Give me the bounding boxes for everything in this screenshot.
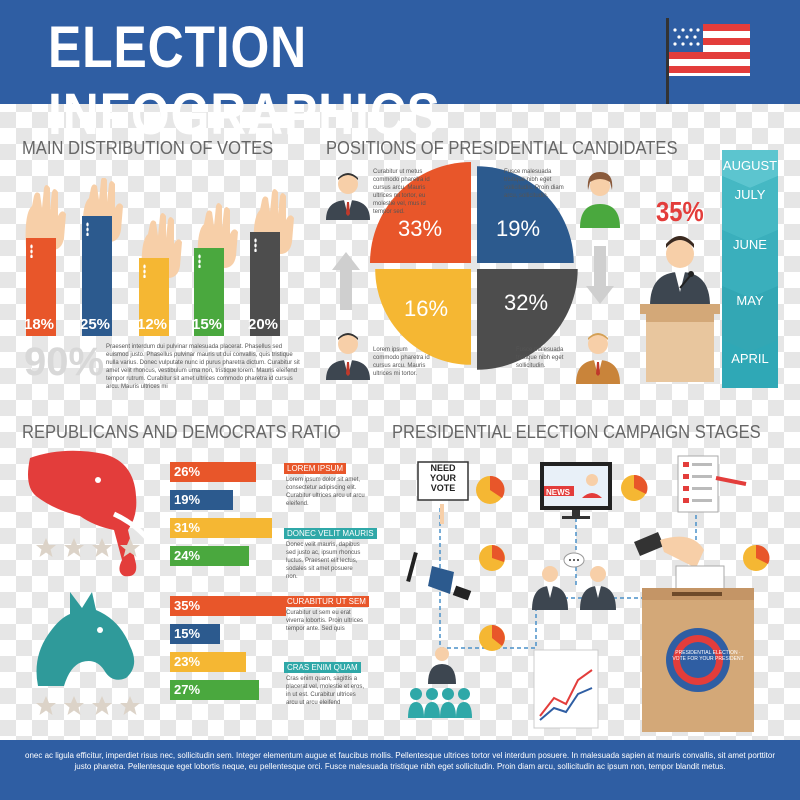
ratio-tag-title: CRAS ENIM QUAM (284, 662, 361, 673)
vote-sign-icon (417, 461, 469, 524)
stage-pie-icon (479, 625, 505, 651)
arrow-up-icon (332, 252, 360, 310)
donkey-stars (36, 696, 140, 715)
candidates-pie-chart: 33% 19% 32% 16% (326, 162, 620, 384)
timeline-month: AUGUST (722, 158, 778, 173)
vote-bar-label: 12% (137, 316, 168, 333)
votes-total: 90% (24, 340, 105, 384)
speaker-podium (640, 236, 720, 382)
crowd-icon (408, 647, 472, 718)
timeline-month: APRIL (731, 351, 769, 366)
candidate-icon (326, 173, 370, 220)
header-bar: ELECTION INFOGRAPHICS (0, 0, 800, 147)
ratio-tag-title: DONEC VELIT MAURIS (284, 528, 377, 539)
ratio-bar: 24% (170, 546, 250, 566)
hand-icon (25, 185, 67, 250)
speech-bubble-icon (563, 552, 585, 568)
candidate-icon (326, 333, 370, 380)
pie-slice-label: 16% (404, 296, 448, 321)
ratio-bar: 31% (170, 518, 273, 538)
ratio-bar: 27% (170, 680, 260, 700)
page-title: ELECTION INFOGRAPHICS (48, 15, 441, 147)
ratio-tag-text: Lorem ipsum dolor sit amet, consectetur … (286, 477, 365, 507)
vote-bar (139, 257, 169, 336)
stages-section-title: PRESIDENTIAL ELECTION CAMPAIGN STAGES (392, 422, 761, 442)
vote-bar (250, 232, 280, 336)
pie-slice-label: 33% (398, 216, 442, 241)
candidate-icon (576, 333, 620, 384)
pie-slice (477, 166, 574, 263)
positions-section-title: POSITIONS OF PRESIDENTIAL CANDIDATES (326, 138, 678, 158)
donkey-icon (36, 592, 135, 686)
votes-description: Praesent interdum dui pulvinar malesuada… (106, 344, 300, 390)
megaphone-icon (406, 551, 472, 601)
elephant-stars (36, 538, 140, 557)
stage-pie-icon (476, 475, 505, 504)
voting-hand-icon (634, 532, 725, 591)
ballot-box-icon (642, 588, 754, 732)
stage-pie-icon (621, 474, 648, 501)
pie-slice (370, 162, 471, 263)
pie-note-a: Curabitur ut metus commodo pharetra id c… (373, 169, 430, 215)
ratio-tag-text: Cras enim quam, sagittis a placerat vel,… (286, 676, 365, 706)
news-label: NEWS (546, 488, 570, 497)
arrow-down-icon (586, 246, 614, 304)
ratio-tag-title: CURABITUR UT SEM (284, 596, 369, 607)
ratio-bar: 23% (170, 652, 246, 672)
ratio-tag-title: LOREM IPSUM (284, 463, 347, 474)
pie-slice (375, 269, 471, 365)
ratio-tag-text: Curabitur ut sem eu erat viverra loborti… (286, 610, 364, 632)
ratio-section-title: REPUBLICANS AND DEMOCRATS RATIO (22, 422, 341, 442)
pie-note-b: Fusce malesuada tristique nibh eget soll… (504, 169, 564, 199)
pie-slice-label: 32% (504, 290, 548, 315)
pie-slice-label: 19% (496, 216, 540, 241)
vote-bar (194, 248, 224, 336)
ratio-bar: 19% (170, 490, 233, 510)
votes-section-title: MAIN DISTRIBUTION OF VOTES (22, 138, 274, 158)
elephant-icon (28, 450, 152, 577)
vote-bar-label: 18% (24, 316, 55, 333)
growth-chart-icon (533, 649, 599, 729)
vote-sign-text: NEED YOUR VOTE (429, 463, 456, 493)
candidate-icon (580, 172, 620, 228)
campaign-stages-diagram (406, 455, 770, 732)
seal-text: PRESIDENTIAL ELECTION · VOTE FOR YOUR PR… (672, 650, 744, 662)
vote-bar-label: 20% (248, 316, 279, 333)
footer-text: onec ac ligula efficitur, imperdiet risu… (25, 751, 775, 771)
candidate-icon (532, 566, 568, 610)
ballot-checklist-icon (677, 455, 747, 513)
ratio-bar: 35% (170, 596, 286, 616)
pie-note-c: Lorem ipsum commodo pharetra id cursus a… (373, 347, 430, 377)
tv-news-icon (540, 462, 612, 519)
ratio-bar: 15% (170, 624, 220, 644)
vote-bar-label: 25% (80, 316, 111, 333)
ratio-tag-text: Donec velit mauris, dapibus sed justo ac… (286, 542, 361, 580)
speaker-icon (650, 236, 710, 306)
stage-pie-icon (479, 545, 505, 571)
timeline-month: JULY (734, 187, 766, 202)
timeline-month: JUNE (733, 237, 767, 252)
highlight-percent: 35% (656, 196, 704, 227)
pie-note-d: Fusce malesuada tristique nibh eget soll… (516, 347, 564, 369)
ratio-bar: 26% (170, 462, 256, 482)
stage-pie-icon (743, 544, 770, 571)
vote-bar-label: 15% (192, 316, 223, 333)
flag-icon (666, 18, 750, 104)
pie-slice (477, 269, 578, 370)
candidate-icon (580, 566, 616, 610)
footer-bar: onec ac ligula efficitur, imperdiet risu… (0, 740, 800, 800)
timeline-arrow (722, 150, 778, 388)
vote-bar (26, 238, 56, 336)
vote-bar (82, 216, 112, 336)
timeline-month: MAY (736, 293, 764, 308)
